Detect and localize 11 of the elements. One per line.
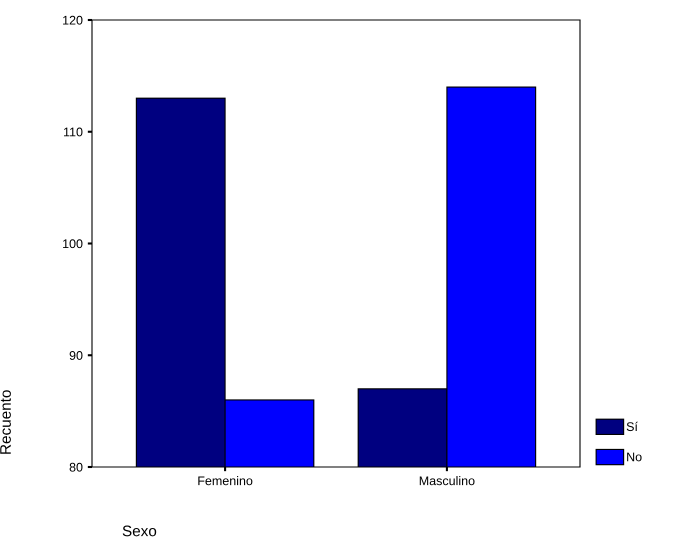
x-tick-label: Femenino xyxy=(198,476,252,486)
legend-label: No xyxy=(627,452,642,462)
y-tick-label: 100 xyxy=(63,239,82,248)
y-tick-label: 90 xyxy=(70,351,82,360)
y-tick-label: 80 xyxy=(70,462,82,472)
y-tick-label: 120 xyxy=(63,16,82,25)
legend-label: Sí xyxy=(626,422,638,432)
x-tick-label: Masculino xyxy=(420,476,475,486)
y-axis-title: Recuento xyxy=(0,390,11,454)
y-tick-label: 110 xyxy=(64,128,82,136)
x-axis-title: Sexo xyxy=(122,526,156,536)
